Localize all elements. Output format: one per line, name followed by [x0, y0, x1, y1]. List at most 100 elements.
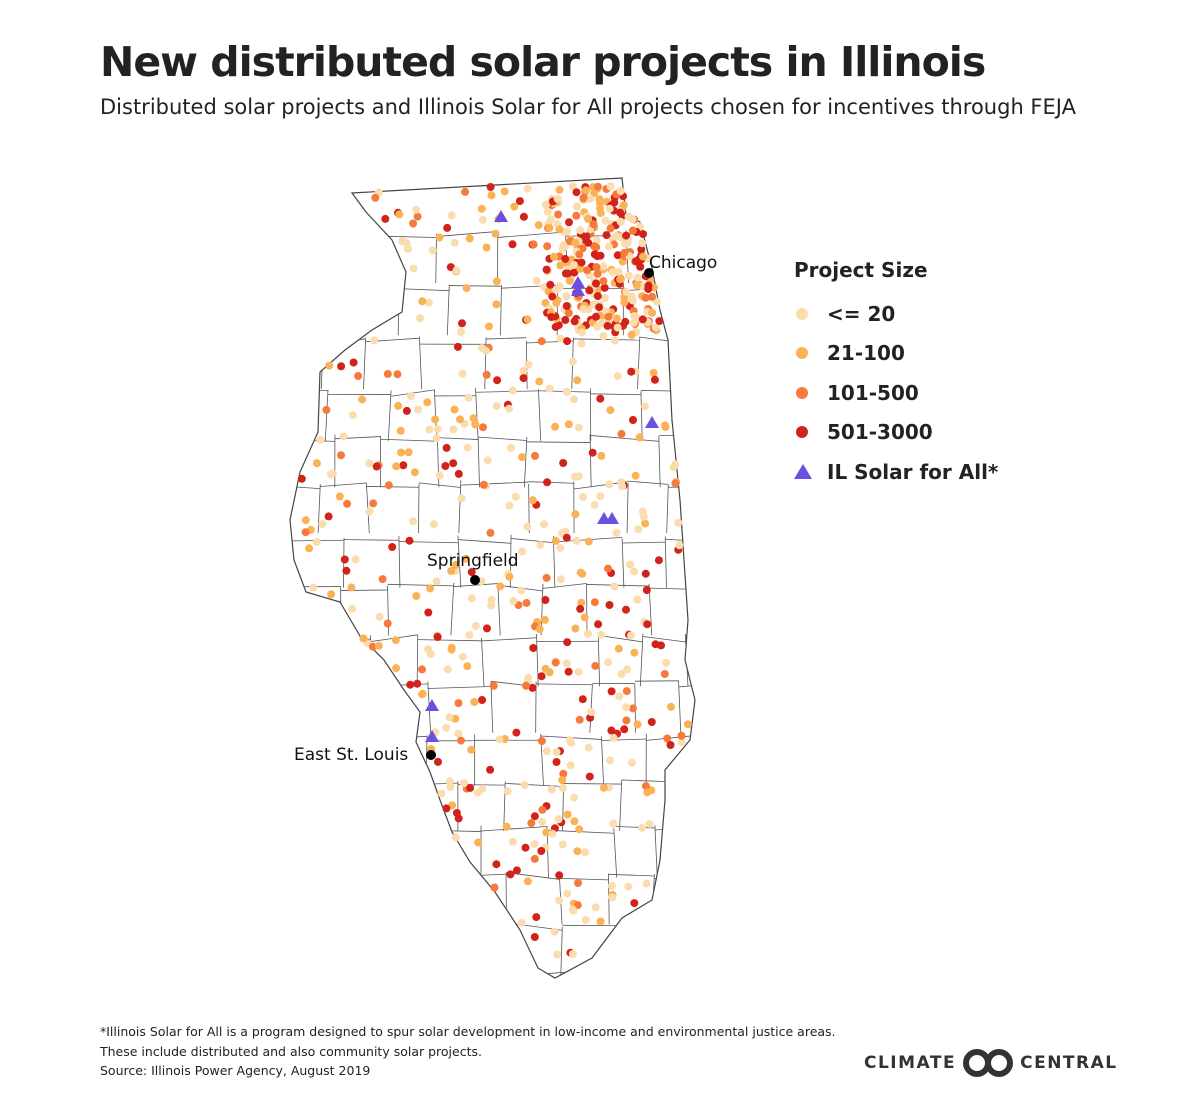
project-point — [479, 215, 487, 224]
county-line — [613, 825, 655, 829]
project-point — [563, 889, 572, 898]
project-point — [537, 672, 546, 681]
county-line — [693, 387, 695, 441]
project-point — [349, 358, 358, 367]
project-point — [450, 238, 459, 247]
triangle-icon — [794, 464, 812, 480]
project-point — [639, 252, 647, 261]
project-point — [584, 629, 592, 638]
circle-icon — [796, 426, 808, 439]
project-point — [416, 314, 425, 323]
project-point — [571, 510, 580, 519]
project-point — [503, 787, 512, 796]
county-line — [510, 924, 515, 976]
project-point — [489, 681, 498, 690]
project-point — [435, 233, 444, 242]
project-point — [486, 528, 495, 537]
county-line — [340, 589, 388, 591]
project-point — [616, 208, 625, 217]
project-point — [575, 250, 584, 259]
county-line — [511, 538, 554, 544]
project-point — [541, 596, 550, 604]
county-line — [344, 876, 386, 879]
project-point — [622, 605, 630, 614]
project-point — [593, 292, 602, 301]
project-point — [638, 823, 646, 832]
project-point — [648, 308, 657, 317]
county-line — [553, 536, 556, 588]
project-point — [537, 737, 546, 745]
project-point — [454, 814, 463, 823]
project-point — [518, 547, 527, 556]
project-point — [335, 492, 344, 501]
project-point — [442, 443, 451, 452]
project-point — [633, 273, 642, 282]
project-point — [454, 469, 463, 478]
page-title: New distributed solar projects in Illino… — [100, 38, 986, 86]
project-point — [418, 665, 426, 674]
project-point — [486, 765, 495, 774]
county-line — [290, 970, 350, 974]
project-point — [570, 793, 579, 802]
project-point — [486, 183, 495, 191]
project-point — [542, 747, 551, 756]
city-label: Chicago — [649, 253, 717, 273]
project-point — [606, 406, 615, 415]
county-line — [410, 969, 474, 972]
project-point — [402, 406, 411, 415]
county-line — [427, 686, 491, 689]
project-point — [424, 608, 433, 617]
project-point — [391, 636, 400, 645]
project-point — [644, 285, 653, 293]
project-point — [572, 536, 581, 545]
project-point — [487, 601, 496, 610]
county-line — [500, 285, 502, 336]
county-line — [336, 778, 340, 832]
project-point — [615, 692, 624, 701]
legend-item: <= 20 — [794, 294, 998, 334]
county-line — [475, 387, 479, 441]
page-subtitle: Distributed solar projects and Illinois … — [100, 95, 1076, 119]
county-line — [449, 285, 502, 287]
project-point — [394, 401, 403, 410]
project-point — [589, 242, 598, 251]
county-line — [371, 825, 375, 878]
project-point — [492, 860, 501, 869]
source-line: Source: Illinois Power Agency, August 20… — [100, 1063, 371, 1078]
project-point — [529, 240, 538, 249]
project-point — [614, 644, 623, 653]
project-point — [556, 575, 565, 584]
county-line — [497, 231, 566, 238]
county-line — [626, 482, 629, 534]
project-point — [639, 230, 647, 239]
county-line — [290, 283, 347, 286]
project-point — [520, 781, 529, 789]
project-point — [578, 244, 587, 253]
project-point — [508, 386, 517, 395]
legend-label: 21-100 — [827, 341, 905, 366]
project-point — [649, 369, 658, 377]
project-point — [630, 899, 639, 908]
project-point — [592, 263, 601, 272]
project-point — [467, 594, 476, 603]
county-line — [559, 877, 609, 881]
project-point — [369, 499, 378, 508]
project-point — [534, 221, 543, 230]
project-point — [523, 522, 532, 531]
county-line — [560, 926, 563, 976]
project-point — [585, 286, 594, 295]
project-point — [578, 695, 587, 704]
project-point — [597, 630, 606, 639]
county-line — [400, 780, 403, 831]
county-line — [475, 390, 539, 393]
project-point — [531, 451, 539, 460]
project-point — [537, 847, 546, 855]
project-point — [573, 376, 582, 385]
county-line — [642, 972, 695, 975]
project-point — [562, 387, 571, 396]
logo-text: CLIMATE — [864, 1053, 957, 1073]
county-line — [720, 683, 722, 733]
project-point — [485, 322, 493, 331]
county-line — [337, 780, 402, 784]
project-point — [609, 819, 618, 828]
